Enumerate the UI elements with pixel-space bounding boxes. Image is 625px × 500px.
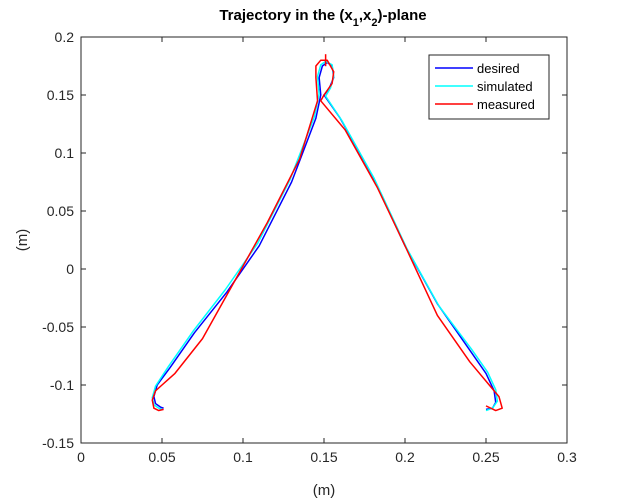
tick-layer: 0 0.05 0.1 0.15 0.2 0.25 0.3 -0.15 -0.1 -0.05 0 0.0…: [42, 29, 577, 465]
y-tick-label: 0: [66, 261, 74, 277]
x-tick-label: 0.25: [472, 449, 499, 465]
y-tick-label: -0.15: [42, 435, 74, 451]
legend-label-measured: measured: [477, 97, 535, 112]
chart-title: Trajectory in the (x1,x2)-plane: [219, 7, 426, 29]
y-tick-label: 0.2: [55, 29, 75, 45]
x-tick-label: 0.3: [557, 449, 577, 465]
legend-label-simulated: simulated: [477, 79, 533, 94]
x-axis-label: (m): [313, 482, 336, 499]
legend-box: [428, 54, 550, 120]
y-tick-label: 0.05: [47, 203, 74, 219]
y-axis-label: (m): [14, 229, 31, 252]
y-tick-label: 0.1: [55, 145, 75, 161]
y-tick-label: -0.1: [50, 377, 74, 393]
y-tick-label: 0.15: [47, 87, 74, 103]
x-tick-label: 0.1: [233, 449, 253, 465]
legend-label-desired: desired: [477, 61, 520, 76]
x-tick-label: 0.15: [310, 449, 337, 465]
x-tick-label: 0: [77, 449, 85, 465]
legend: desired simulated measured: [428, 54, 550, 120]
x-tick-label: 0.2: [395, 449, 415, 465]
x-tick-label: 0.05: [148, 449, 175, 465]
y-tick-label: -0.05: [42, 319, 74, 335]
series-line-measured: [151, 59, 503, 412]
